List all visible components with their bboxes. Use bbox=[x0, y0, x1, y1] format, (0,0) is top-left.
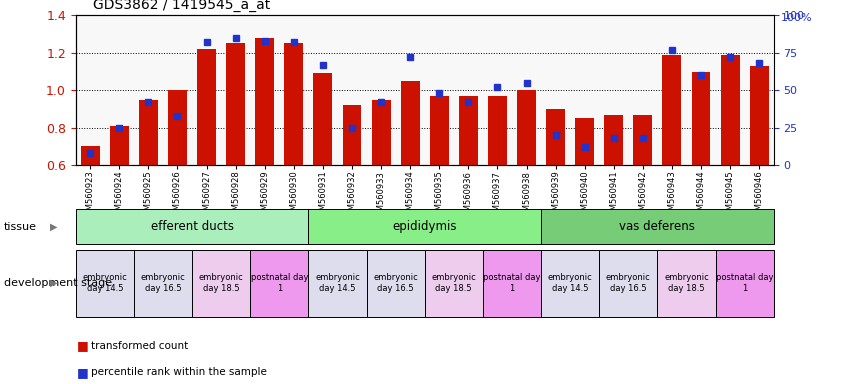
Bar bbox=[691, 71, 711, 165]
Bar bbox=[134, 250, 192, 317]
Bar bbox=[575, 118, 594, 165]
Bar bbox=[309, 250, 367, 317]
Text: efferent ducts: efferent ducts bbox=[151, 220, 234, 233]
Text: tissue: tissue bbox=[4, 222, 37, 232]
Text: embryonic
day 16.5: embryonic day 16.5 bbox=[606, 273, 651, 293]
Bar bbox=[546, 109, 565, 165]
Text: embryonic
day 18.5: embryonic day 18.5 bbox=[664, 273, 709, 293]
Bar bbox=[749, 66, 769, 165]
Bar bbox=[633, 114, 653, 165]
Bar bbox=[425, 250, 483, 317]
Text: postnatal day
1: postnatal day 1 bbox=[484, 273, 541, 293]
Bar bbox=[605, 114, 623, 165]
Bar bbox=[400, 81, 420, 165]
Bar bbox=[517, 90, 536, 165]
Bar bbox=[314, 73, 332, 165]
Text: embryonic
day 14.5: embryonic day 14.5 bbox=[82, 273, 127, 293]
Bar bbox=[251, 250, 309, 317]
Text: transformed count: transformed count bbox=[91, 341, 188, 351]
Bar bbox=[483, 250, 541, 317]
Bar bbox=[76, 250, 134, 317]
Text: development stage: development stage bbox=[4, 278, 113, 288]
Bar bbox=[367, 250, 425, 317]
Text: embryonic
day 18.5: embryonic day 18.5 bbox=[198, 273, 244, 293]
Bar bbox=[342, 105, 362, 165]
Bar bbox=[81, 146, 100, 165]
Bar bbox=[599, 250, 658, 317]
Text: GDS3862 / 1419545_a_at: GDS3862 / 1419545_a_at bbox=[93, 0, 270, 12]
Bar bbox=[372, 99, 390, 165]
Bar bbox=[192, 250, 250, 317]
Bar bbox=[430, 96, 449, 165]
Bar bbox=[309, 209, 541, 244]
Text: postnatal day
1: postnatal day 1 bbox=[716, 273, 774, 293]
Bar bbox=[256, 38, 274, 165]
Bar bbox=[197, 49, 216, 165]
Bar bbox=[284, 43, 304, 165]
Bar bbox=[110, 126, 129, 165]
Text: ■: ■ bbox=[77, 339, 89, 352]
Text: embryonic
day 16.5: embryonic day 16.5 bbox=[140, 273, 185, 293]
Text: epididymis: epididymis bbox=[393, 220, 457, 233]
Text: embryonic
day 18.5: embryonic day 18.5 bbox=[431, 273, 476, 293]
Text: 100%: 100% bbox=[780, 13, 812, 23]
Bar bbox=[76, 209, 309, 244]
Bar bbox=[716, 250, 774, 317]
Text: postnatal day
1: postnatal day 1 bbox=[251, 273, 308, 293]
Text: ■: ■ bbox=[77, 366, 89, 379]
Text: embryonic
day 14.5: embryonic day 14.5 bbox=[315, 273, 360, 293]
Bar bbox=[226, 43, 245, 165]
Bar bbox=[663, 55, 681, 165]
Text: embryonic
day 16.5: embryonic day 16.5 bbox=[373, 273, 418, 293]
Bar bbox=[658, 250, 716, 317]
Bar bbox=[541, 250, 599, 317]
Text: ▶: ▶ bbox=[50, 278, 57, 288]
Bar bbox=[168, 90, 187, 165]
Bar bbox=[541, 209, 774, 244]
Bar bbox=[488, 96, 507, 165]
Bar bbox=[139, 99, 158, 165]
Text: vas deferens: vas deferens bbox=[620, 220, 696, 233]
Text: ▶: ▶ bbox=[50, 222, 57, 232]
Text: embryonic
day 14.5: embryonic day 14.5 bbox=[547, 273, 593, 293]
Text: percentile rank within the sample: percentile rank within the sample bbox=[91, 367, 267, 377]
Bar bbox=[459, 96, 478, 165]
Bar bbox=[721, 55, 739, 165]
